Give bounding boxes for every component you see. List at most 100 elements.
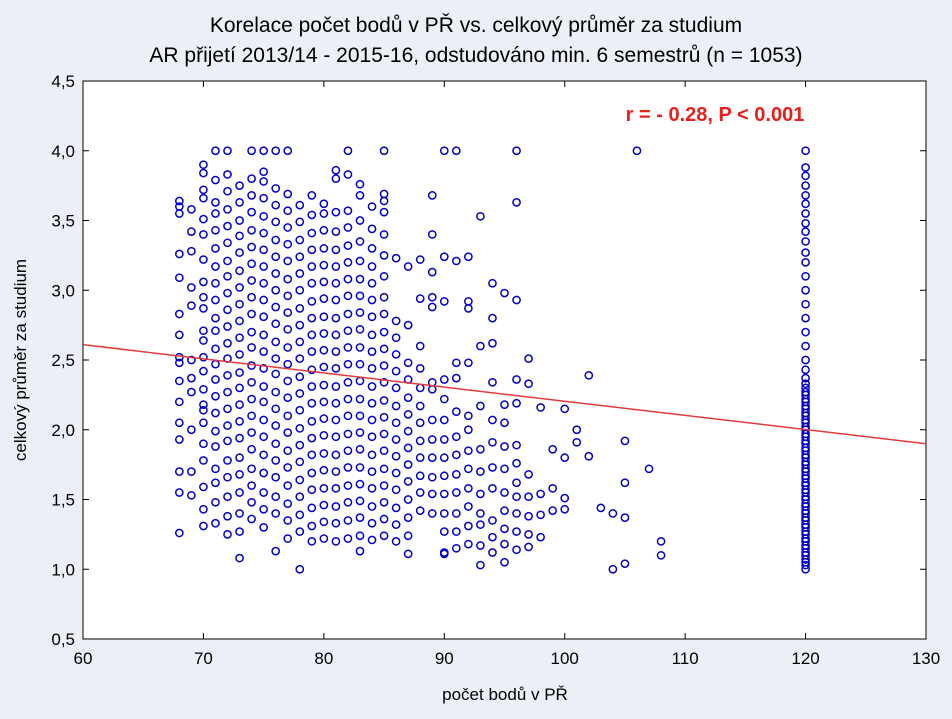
data-point — [560, 493, 570, 503]
data-point — [271, 252, 281, 262]
data-point — [355, 546, 365, 556]
data-point — [199, 482, 208, 492]
data-point — [247, 428, 256, 437]
data-point — [379, 377, 389, 387]
data-point — [235, 266, 244, 276]
data-point — [500, 557, 509, 567]
data-point — [488, 415, 497, 425]
data-point — [367, 330, 377, 340]
data-point — [283, 534, 293, 543]
data-point — [331, 415, 341, 425]
data-point — [512, 527, 521, 536]
data-point — [403, 495, 413, 504]
data-point — [548, 506, 558, 516]
data-point — [235, 248, 244, 257]
data-point — [536, 403, 545, 412]
x-tick-label: 120 — [791, 649, 819, 668]
data-point — [271, 217, 281, 227]
data-point — [199, 352, 208, 362]
data-point — [464, 539, 473, 549]
data-point — [259, 278, 268, 288]
data-point — [247, 464, 256, 474]
data-point — [379, 497, 389, 507]
data-point — [331, 467, 341, 476]
data-point — [355, 359, 365, 369]
data-point — [223, 338, 232, 348]
data-point — [524, 354, 533, 363]
data-point — [259, 330, 268, 340]
data-point — [343, 534, 353, 543]
data-point — [355, 394, 365, 404]
data-point — [223, 256, 232, 266]
data-point — [235, 453, 244, 462]
data-point — [439, 548, 449, 557]
data-point — [247, 225, 256, 235]
data-point — [415, 418, 425, 428]
data-point — [403, 410, 413, 419]
data-point — [451, 373, 461, 383]
data-point — [367, 535, 377, 545]
data-point — [379, 251, 389, 260]
data-point — [801, 313, 810, 323]
data-point — [391, 451, 401, 461]
data-point — [379, 271, 389, 281]
data-point — [199, 277, 208, 287]
data-point — [247, 276, 256, 285]
data-point — [391, 350, 401, 359]
data-point — [247, 259, 256, 269]
data-point — [355, 463, 365, 472]
data-point — [295, 457, 305, 467]
data-point — [295, 475, 305, 485]
data-point — [620, 478, 630, 488]
data-point — [271, 492, 281, 502]
data-point — [174, 196, 184, 206]
data-point — [283, 223, 293, 232]
data-point — [307, 210, 317, 220]
data-point — [801, 227, 810, 237]
data-point — [259, 415, 268, 425]
data-point — [801, 248, 810, 257]
data-point — [319, 534, 329, 543]
data-point — [295, 200, 305, 210]
data-point — [283, 393, 293, 403]
data-point — [379, 146, 389, 156]
data-point — [343, 146, 353, 156]
data-point — [319, 500, 329, 510]
data-point — [367, 450, 377, 460]
data-point — [620, 436, 630, 446]
data-point — [211, 464, 220, 474]
data-point — [247, 497, 256, 507]
data-point — [199, 292, 208, 302]
y-tick-label: 3,0 — [51, 281, 75, 300]
data-point — [247, 309, 256, 319]
data-point — [199, 304, 208, 313]
data-point — [464, 252, 473, 262]
data-point — [801, 181, 810, 190]
data-point — [620, 513, 630, 522]
data-point — [355, 274, 365, 284]
data-point — [512, 478, 521, 488]
data-point — [801, 271, 810, 281]
data-point — [199, 185, 208, 195]
data-point — [235, 553, 244, 563]
data-point — [464, 483, 473, 493]
data-point — [512, 458, 521, 468]
data-point — [174, 202, 184, 211]
data-point — [801, 341, 810, 351]
data-point — [512, 509, 521, 518]
data-point — [415, 401, 425, 411]
data-point — [391, 401, 401, 411]
data-point — [211, 278, 220, 288]
data-point — [235, 470, 244, 479]
data-point — [451, 432, 461, 442]
data-point — [331, 245, 341, 255]
data-point — [464, 411, 473, 421]
y-tick-label: 4,5 — [51, 72, 75, 91]
data-point — [427, 191, 437, 200]
data-point — [343, 377, 353, 387]
data-point — [271, 285, 281, 295]
data-point — [476, 467, 485, 476]
data-point — [331, 398, 341, 408]
data-point — [331, 278, 341, 288]
